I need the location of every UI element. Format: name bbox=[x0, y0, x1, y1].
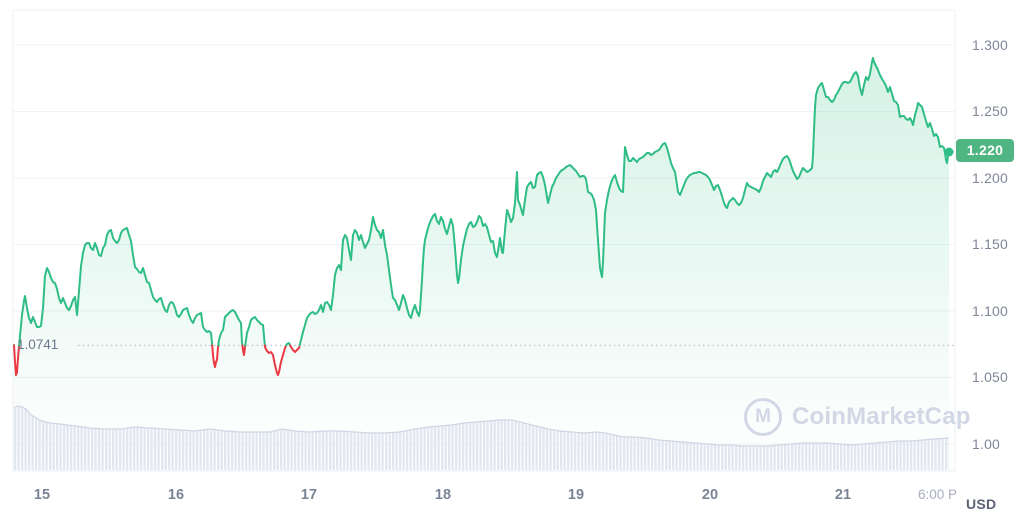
x-axis-end-time-label: 6:00 P bbox=[917, 487, 957, 502]
x-axis-label: 20 bbox=[701, 487, 719, 503]
y-axis-label: 1.100 bbox=[972, 303, 1009, 319]
previous-close-price-label: 1.0741 bbox=[17, 337, 59, 352]
x-axis-label: 15 bbox=[33, 487, 51, 503]
x-axis-label: 16 bbox=[167, 487, 185, 503]
x-axis-label: 21 bbox=[834, 487, 852, 503]
y-axis-label: 1.050 bbox=[972, 369, 1009, 385]
y-axis-label: 1.200 bbox=[972, 170, 1009, 186]
currency-unit-label: USD bbox=[966, 496, 997, 512]
current-price-badge: 1.220 bbox=[956, 139, 1014, 162]
watermark-text: CoinMarketCap bbox=[792, 403, 971, 430]
x-axis-label: 19 bbox=[567, 487, 585, 503]
x-axis-label: 18 bbox=[434, 487, 452, 503]
y-axis-label: 1.300 bbox=[972, 37, 1009, 53]
y-axis-label: 1.250 bbox=[972, 103, 1009, 119]
y-axis-label: 1.150 bbox=[972, 236, 1009, 252]
y-axis-label: 1.00 bbox=[972, 436, 1001, 452]
coinmarketcap-watermark: M CoinMarketCap bbox=[744, 398, 971, 436]
x-axis-label: 17 bbox=[300, 487, 318, 503]
coinmarketcap-logo-icon: M bbox=[744, 398, 782, 436]
